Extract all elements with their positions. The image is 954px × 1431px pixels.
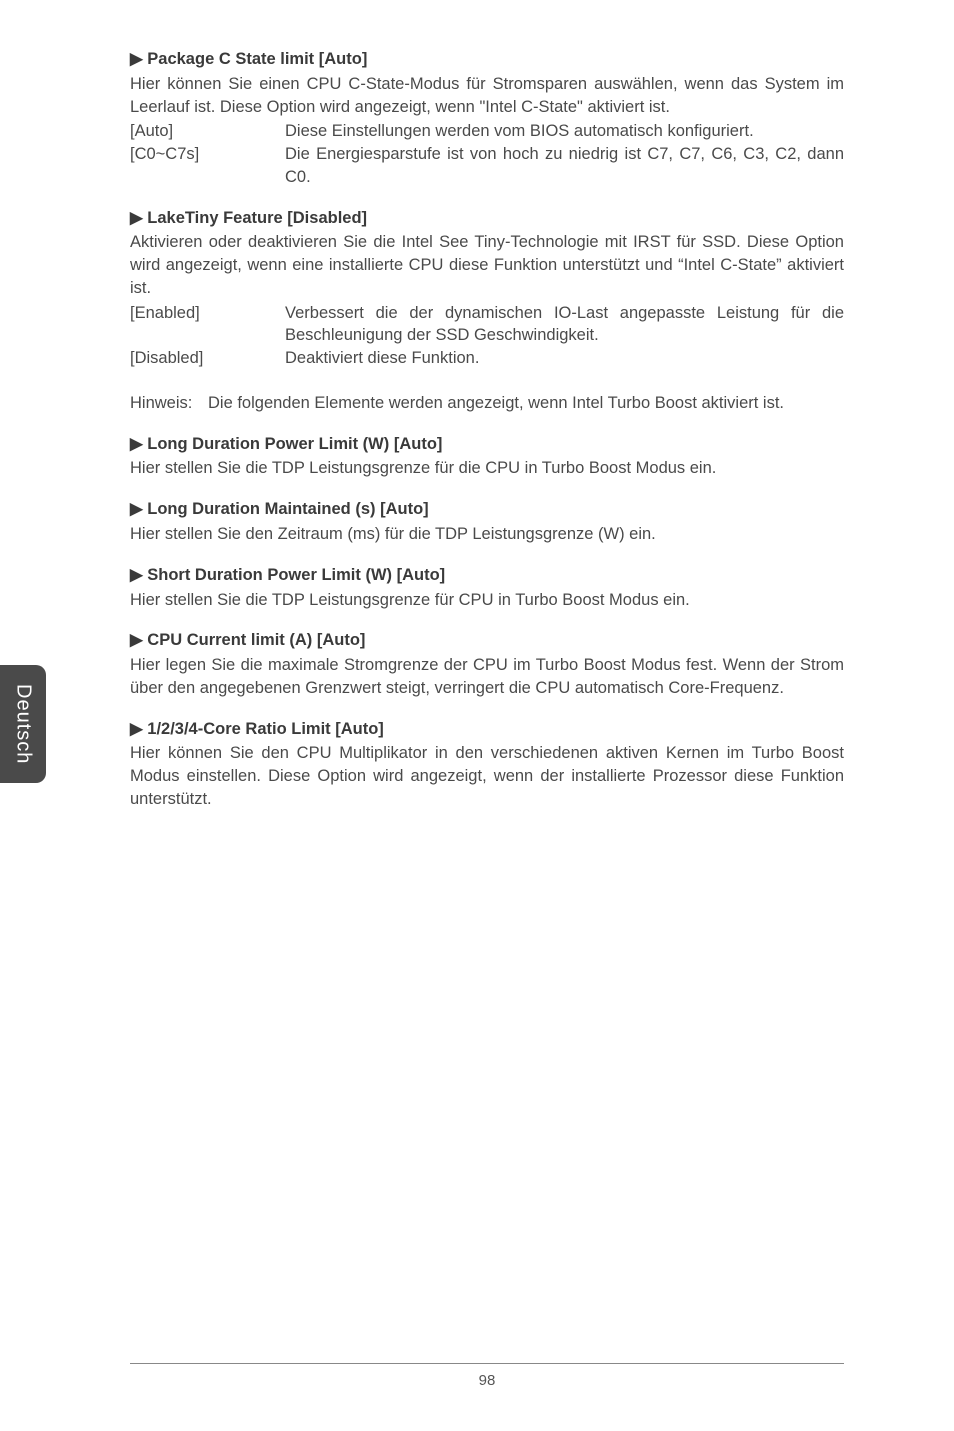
side-language-tab: Deutsch [0, 665, 46, 783]
option-row: [Auto] Diese Einstellungen werden vom BI… [130, 120, 844, 143]
option-row: [Enabled] Verbessert die der dynamischen… [130, 302, 844, 348]
section-heading: ▶ Long Duration Maintained (s) [Auto] [130, 498, 844, 521]
option-value: Deaktiviert diese Funktion. [285, 347, 844, 370]
option-table: [Enabled] Verbessert die der dynamischen… [130, 302, 844, 370]
note-block: Hinweis: Die folgenden Elemente werden a… [130, 392, 844, 415]
section-body: Hier legen Sie die maximale Stromgrenze … [130, 654, 844, 700]
option-value: Verbessert die der dynamischen IO-Last a… [285, 302, 844, 348]
side-language-label: Deutsch [12, 684, 35, 764]
option-key: [C0~C7s] [130, 143, 285, 189]
option-row: [C0~C7s] Die Energiesparstufe ist von ho… [130, 143, 844, 189]
section-heading: ▶ CPU Current limit (A) [Auto] [130, 629, 844, 652]
section-heading: ▶ Package C State limit [Auto] [130, 48, 844, 71]
section-heading: ▶ Short Duration Power Limit (W) [Auto] [130, 564, 844, 587]
note-text: Die folgenden Elemente werden angezeigt,… [208, 392, 844, 415]
section-body: Hier stellen Sie die TDP Leistungsgrenze… [130, 457, 844, 480]
option-value: Die Energiesparstufe ist von hoch zu nie… [285, 143, 844, 189]
section-heading: ▶ LakeTiny Feature [Disabled] [130, 207, 844, 230]
page-number: 98 [130, 1363, 844, 1389]
section-body: Hier stellen Sie den Zeitraum (ms) für d… [130, 523, 844, 546]
option-key: [Enabled] [130, 302, 285, 348]
option-key: [Disabled] [130, 347, 285, 370]
section-body: Hier können Sie den CPU Multiplikator in… [130, 742, 844, 810]
page-content: ▶ Package C State limit [Auto] Hier könn… [0, 0, 954, 811]
option-row: [Disabled] Deaktiviert diese Funktion. [130, 347, 844, 370]
section-body: Aktivieren oder deaktivieren Sie die Int… [130, 231, 844, 299]
section-heading: ▶ 1/2/3/4-Core Ratio Limit [Auto] [130, 718, 844, 741]
note-label: Hinweis: [130, 392, 208, 415]
section-heading: ▶ Long Duration Power Limit (W) [Auto] [130, 433, 844, 456]
option-value: Diese Einstellungen werden vom BIOS auto… [285, 120, 844, 143]
section-body: Hier können Sie einen CPU C-State-Modus … [130, 73, 844, 119]
page-footer: 98 [0, 1363, 954, 1389]
section-body: Hier stellen Sie die TDP Leistungsgrenze… [130, 589, 844, 612]
option-table: [Auto] Diese Einstellungen werden vom BI… [130, 120, 844, 188]
option-key: [Auto] [130, 120, 285, 143]
